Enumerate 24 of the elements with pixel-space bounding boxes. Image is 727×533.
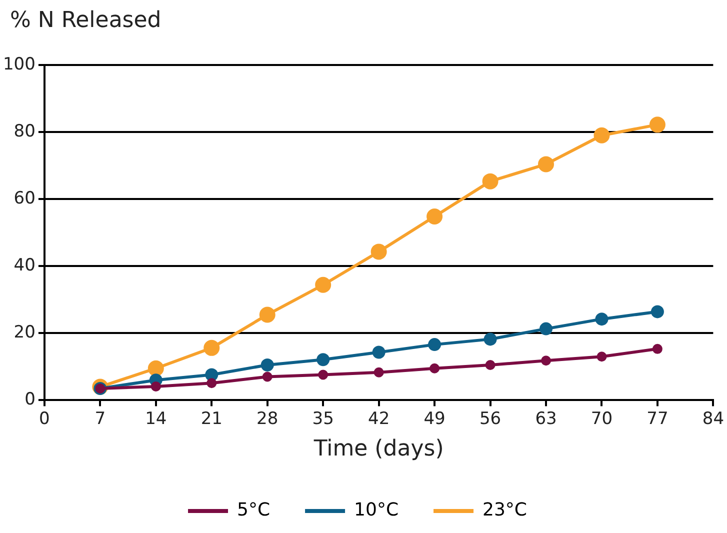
y-tick-label: 60: [14, 188, 36, 208]
x-tick-label: 49: [424, 408, 446, 429]
legend-label: 23°C: [482, 500, 527, 521]
x-tick-label: 77: [646, 408, 668, 429]
x-tick-label: 84: [702, 408, 724, 429]
y-tick-label: 20: [14, 322, 36, 343]
legend-label: 10°C: [354, 500, 399, 521]
x-tick-label: 70: [590, 408, 613, 429]
y-tick-label: 0: [24, 390, 36, 410]
x-tick-label: 35: [312, 408, 334, 429]
y-tick-label: 100: [2, 54, 36, 74]
legend-label: 5°C: [237, 500, 270, 521]
x-tick-label: 42: [368, 408, 390, 429]
x-tick-label: 28: [256, 408, 278, 429]
y-tick-label: 80: [14, 121, 36, 142]
x-tick-label: 63: [535, 408, 557, 429]
y-axis-title: % N Released: [10, 8, 162, 33]
x-tick-label: 0: [39, 408, 50, 429]
x-tick-label: 56: [479, 408, 502, 429]
x-tick-label: 7: [94, 408, 106, 429]
x-axis-title: Time (days): [312, 436, 444, 462]
x-tick-label: 21: [200, 408, 222, 429]
y-tick-label: 40: [14, 256, 36, 276]
x-tick-label: 14: [145, 408, 167, 429]
